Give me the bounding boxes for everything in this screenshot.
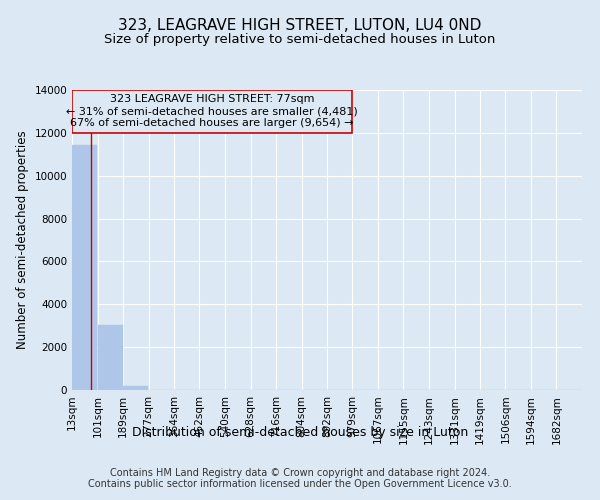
Text: 323, LEAGRAVE HIGH STREET, LUTON, LU4 0ND: 323, LEAGRAVE HIGH STREET, LUTON, LU4 0N… bbox=[118, 18, 482, 32]
Text: Contains HM Land Registry data © Crown copyright and database right 2024.: Contains HM Land Registry data © Crown c… bbox=[110, 468, 490, 477]
Bar bbox=[72, 90, 352, 133]
Text: 323 LEAGRAVE HIGH STREET: 77sqm: 323 LEAGRAVE HIGH STREET: 77sqm bbox=[110, 94, 314, 104]
Y-axis label: Number of semi-detached properties: Number of semi-detached properties bbox=[16, 130, 29, 350]
Text: 67% of semi-detached houses are larger (9,654) →: 67% of semi-detached houses are larger (… bbox=[70, 118, 354, 128]
Bar bbox=[98, 326, 123, 390]
Text: ← 31% of semi-detached houses are smaller (4,481): ← 31% of semi-detached houses are smalle… bbox=[67, 106, 358, 117]
Text: Size of property relative to semi-detached houses in Luton: Size of property relative to semi-detach… bbox=[104, 32, 496, 46]
Text: Distribution of semi-detached houses by size in Luton: Distribution of semi-detached houses by … bbox=[132, 426, 468, 439]
Text: Contains public sector information licensed under the Open Government Licence v3: Contains public sector information licen… bbox=[88, 479, 512, 489]
Bar bbox=[72, 146, 97, 390]
Bar bbox=[123, 386, 148, 390]
